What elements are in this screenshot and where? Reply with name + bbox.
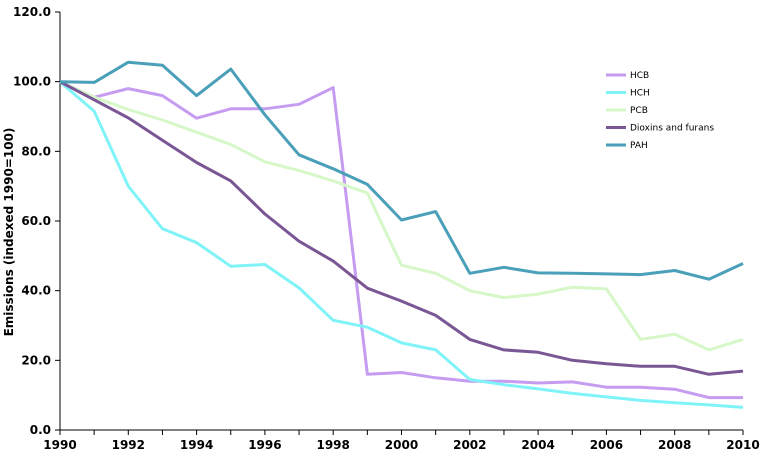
legend-label: PAH: [630, 141, 648, 151]
legend-label: HCB: [630, 71, 649, 81]
x-tick-label: 1990: [43, 438, 76, 452]
legend-label: HCH: [630, 89, 650, 99]
y-axis-title: Emissions (indexed 1990=100): [2, 128, 16, 337]
x-tick-label: 1996: [248, 438, 281, 452]
x-tick-label: 2002: [453, 438, 486, 452]
y-axis-title-group: Emissions (indexed 1990=100): [2, 128, 16, 337]
series-line-pah: [59, 60, 744, 281]
series-line-hch: [59, 80, 744, 409]
series-line-hcb: [59, 80, 743, 400]
x-tick-label: 1998: [316, 438, 349, 452]
x-tick-label: 2008: [658, 438, 691, 452]
x-tick-label: 2004: [521, 438, 554, 452]
series-lines: [59, 60, 744, 409]
y-tick-label: 60.0: [21, 214, 51, 228]
series-line-pcb: [59, 80, 744, 352]
x-tick-label: 1992: [112, 438, 145, 452]
x-tick-label: 2010: [726, 438, 759, 452]
x-tick-label: 2000: [385, 438, 418, 452]
legend-label: PCB: [630, 106, 648, 116]
y-tick-label: 120.0: [13, 5, 51, 19]
y-tick-label: 0.0: [30, 423, 51, 437]
y-tick-label: 80.0: [21, 144, 51, 158]
y-tick-label: 100.0: [13, 75, 51, 89]
x-tick-label: 2006: [590, 438, 623, 452]
legend: HCB HCH PCB Dioxins and furans PAH: [606, 71, 714, 151]
axes: 0.0 20.0 40.0 60.0 80.0 100.0 120.0 1990 1992 199…: [13, 5, 760, 452]
y-tick-label: 40.0: [21, 284, 51, 298]
legend-label: Dioxins and furans: [630, 124, 714, 134]
x-tick-label: 1994: [180, 438, 213, 452]
y-tick-label: 20.0: [21, 353, 51, 367]
series-line-dioxins-and-furans: [59, 80, 744, 376]
